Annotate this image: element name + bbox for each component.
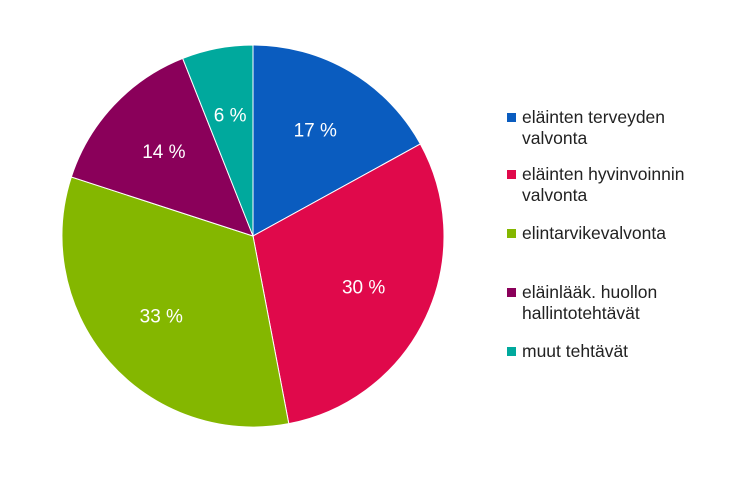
pie-slice-5 [182, 44, 254, 237]
legend-label-1-line-2: valvonta [522, 128, 587, 148]
pie-slice-4 [70, 57, 254, 237]
legend-marker-3 [507, 229, 516, 238]
legend-label-3-line-1: elintarvikevalvonta [522, 223, 666, 243]
slice-label-3: 33 % [140, 306, 183, 327]
slice-label-5: 6 % [214, 105, 247, 126]
pie-slice-2 [252, 143, 445, 425]
pie-slices [61, 44, 445, 428]
pie-slice-3 [61, 176, 290, 428]
legend-label-2-line-2: valvonta [522, 185, 587, 205]
slice-label-4: 14 % [142, 142, 185, 163]
legend-entry-5: muut tehtävät [507, 341, 628, 361]
legend-label-4-line-2: hallintotehtävät [522, 303, 640, 323]
slice-label-1: 17 % [294, 120, 337, 141]
pie-slice-1 [252, 44, 422, 237]
legend-marker-2 [507, 170, 516, 179]
legend-entry-3: elintarvikevalvonta [507, 223, 666, 243]
slice-label-2: 30 % [342, 278, 385, 299]
legend-marker-1 [507, 113, 516, 122]
legend-label-4-line-1: eläinlääk. huollon [522, 282, 657, 302]
legend-marker-4 [507, 288, 516, 297]
legend-marker-5 [507, 347, 516, 356]
slice-labels: 17 % 30 % 33 % 14 % 6 % [140, 105, 386, 327]
legend-label-1-line-1: eläinten terveyden [522, 107, 665, 127]
legend-label-2-line-1: eläinten hyvinvoinnin [522, 164, 684, 184]
legend-label-5-line-1: muut tehtävät [522, 341, 628, 361]
